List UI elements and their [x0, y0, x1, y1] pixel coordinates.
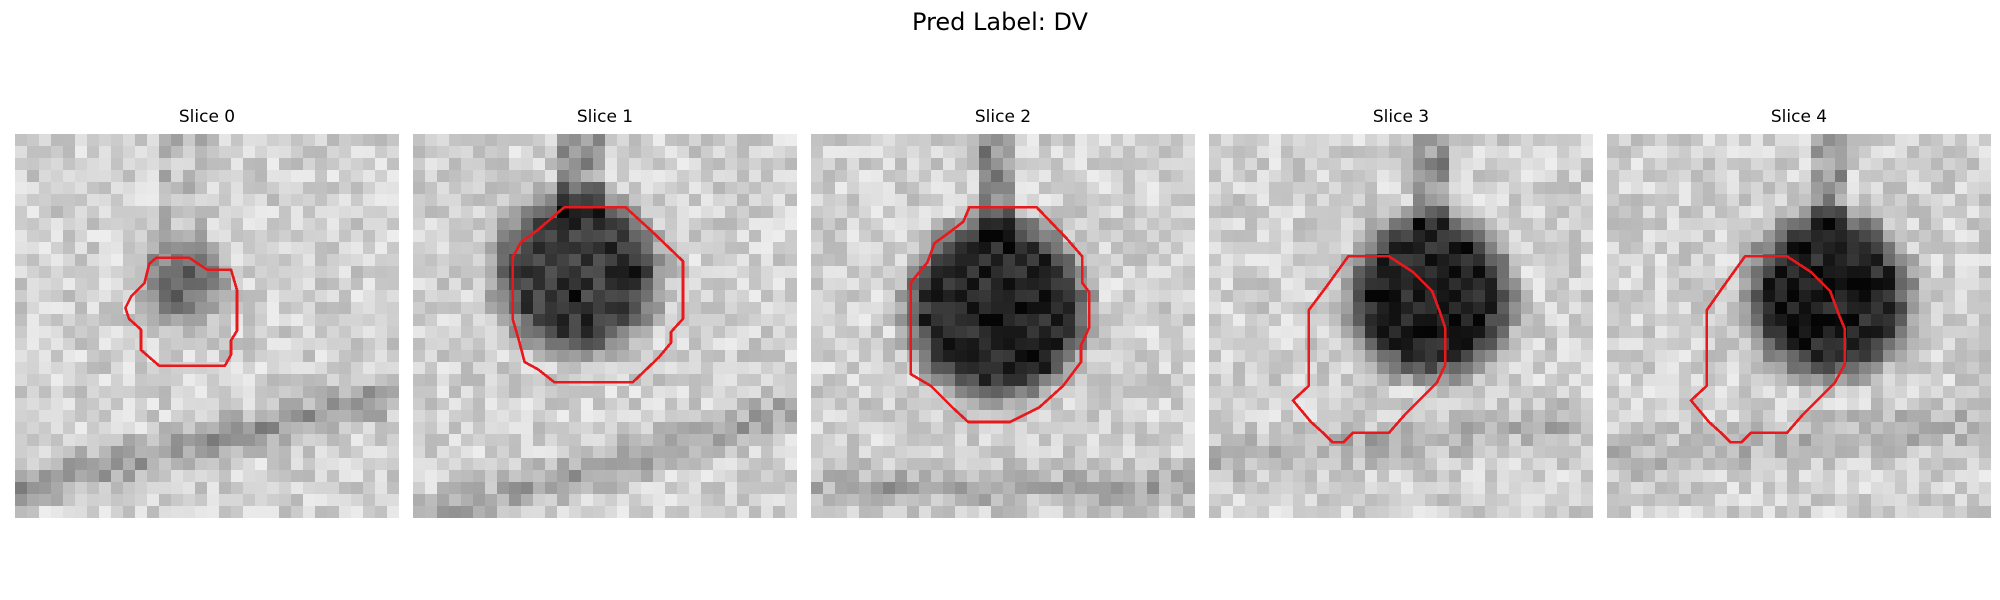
slice-image-4 [1607, 134, 1991, 518]
slice-pixels-1 [413, 134, 797, 518]
slice-image-1 [413, 134, 797, 518]
slice-title-3: Slice 3 [1372, 107, 1430, 127]
segmentation-contour-3 [1291, 255, 1447, 444]
slice-title-2: Slice 2 [974, 107, 1032, 127]
slice-pixels-0 [15, 134, 399, 518]
slice-pixels-4 [1607, 134, 1991, 518]
segmentation-contour-1 [511, 205, 685, 384]
slice-image-3 [1209, 134, 1593, 518]
slice-image-0 [15, 134, 399, 518]
slice-pixels-2 [811, 134, 1195, 518]
slice-image-2 [811, 134, 1195, 518]
figure-title: Pred Label: DV [912, 8, 1088, 36]
slice-title-1: Slice 1 [576, 107, 634, 127]
slice-title-0: Slice 0 [178, 107, 236, 127]
slice-pixels-3 [1209, 134, 1593, 518]
segmentation-contour-0 [124, 256, 239, 367]
slice-title-4: Slice 4 [1770, 107, 1828, 127]
segmentation-contour-4 [1689, 255, 1846, 444]
segmentation-contour-2 [909, 205, 1091, 424]
